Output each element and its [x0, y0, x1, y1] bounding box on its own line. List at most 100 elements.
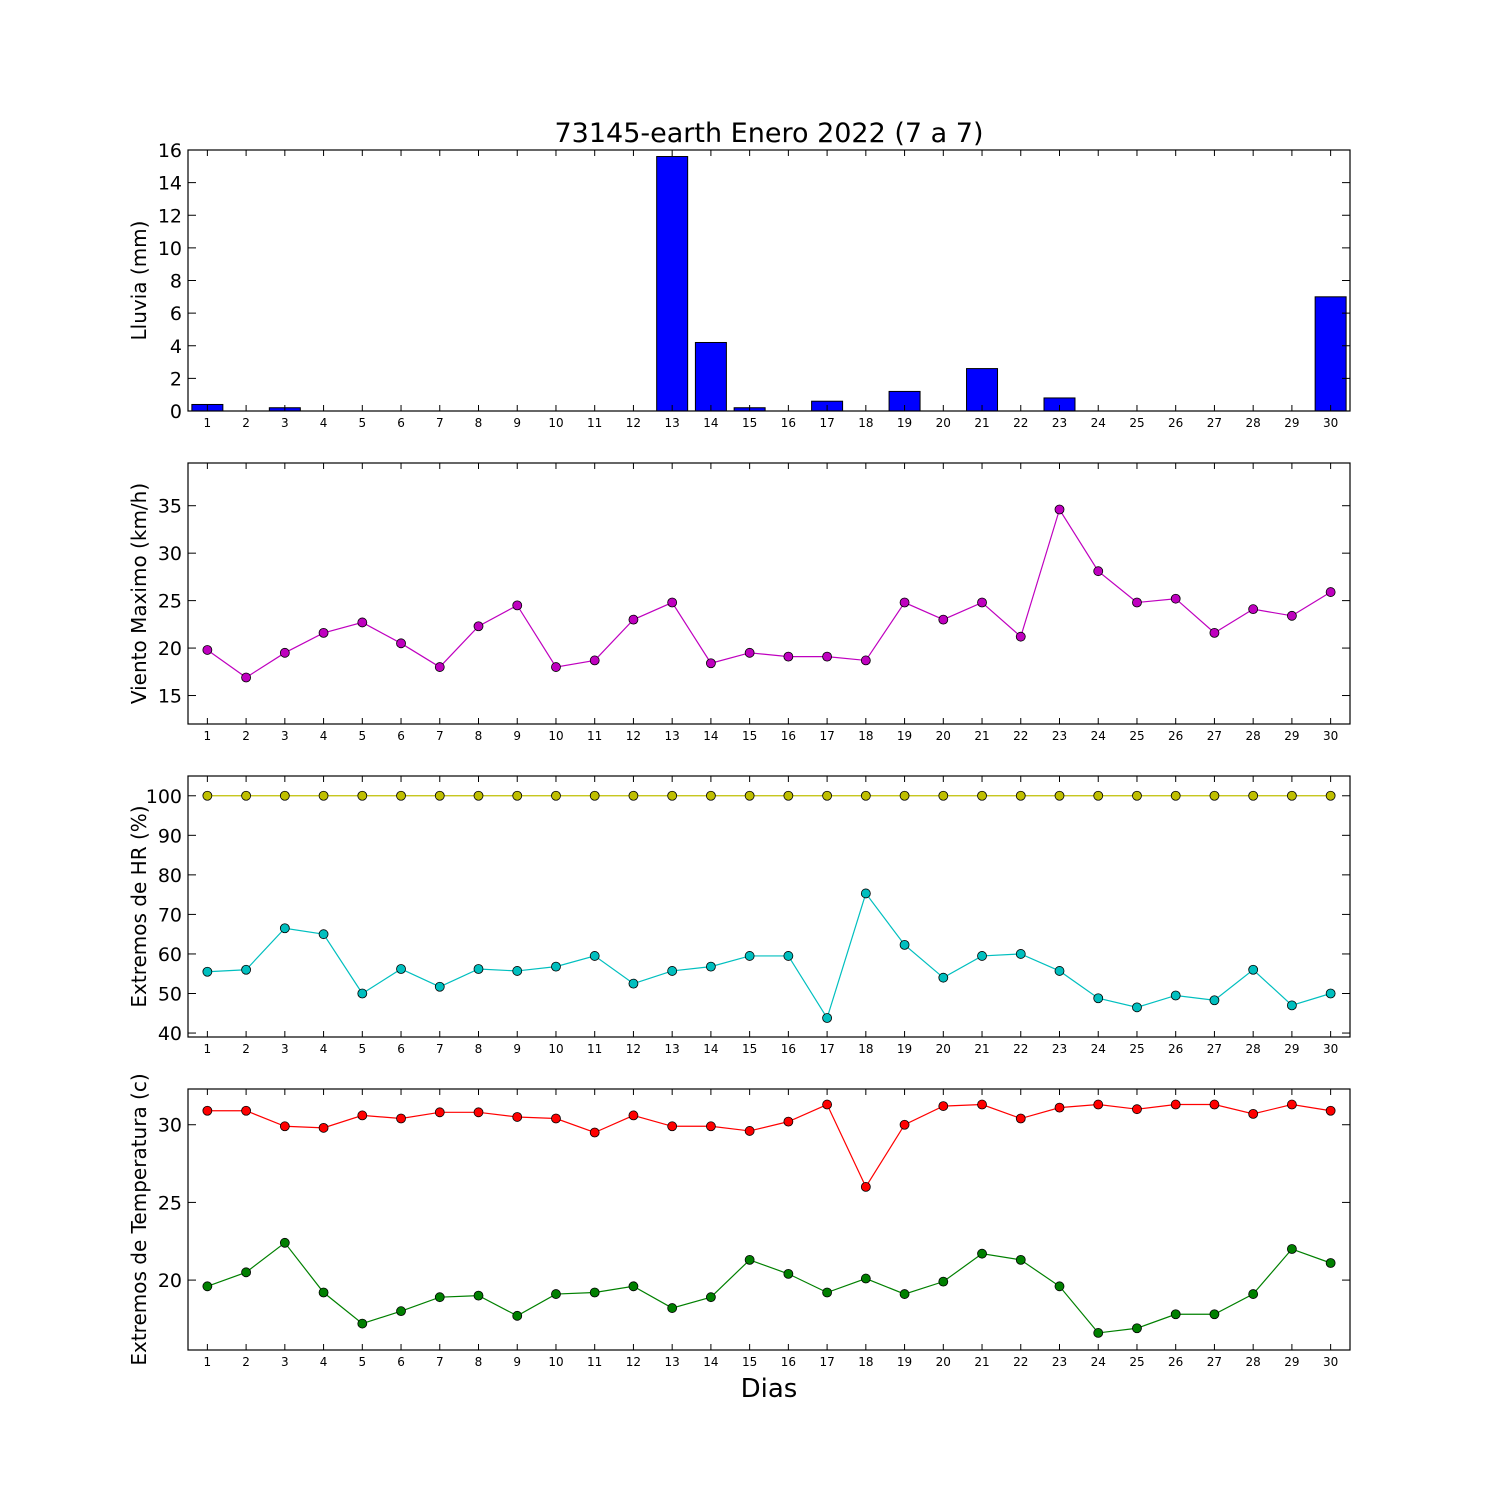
- y-tick-label: 60: [158, 944, 182, 966]
- series-1-point-day-2: [241, 790, 252, 801]
- series-1-point-day-2: [241, 672, 252, 683]
- series-2-point-day-29: [1287, 1244, 1297, 1254]
- x-tick-label: 5: [358, 729, 366, 743]
- y-tick-label: 100: [146, 786, 182, 808]
- series-2-point-day-11: [589, 951, 600, 961]
- series-2-point-day-17: [822, 1287, 832, 1298]
- rain-bar-day-21: [966, 368, 999, 412]
- series-1-point-day-7: [434, 790, 445, 801]
- series-1-point-day-20: [938, 790, 949, 801]
- series-2-point-day-28: [1248, 1289, 1259, 1299]
- x-tick-label: 10: [548, 1042, 563, 1056]
- x-tick-label: 11: [587, 1042, 602, 1056]
- series-1-point-day-17: [822, 1099, 832, 1110]
- series-2-point-day-16: [783, 951, 794, 961]
- x-tick-label: 1: [204, 729, 212, 743]
- series-2-point-day-21: [977, 1248, 987, 1259]
- series-1-point-day-1: [202, 1105, 213, 1116]
- series-2-point-day-30: [1325, 988, 1336, 999]
- series-1-point-day-8: [473, 790, 484, 801]
- x-tick-label: 30: [1323, 416, 1338, 430]
- series-1-point-day-2: [241, 1105, 252, 1116]
- series-1-point-day-21: [977, 1099, 987, 1110]
- x-tick-label: 20: [936, 416, 951, 430]
- x-tick-label: 25: [1129, 729, 1144, 743]
- x-tick-label: 15: [742, 1042, 757, 1056]
- series-2-point-day-24: [1093, 1328, 1104, 1338]
- x-tick-label: 19: [897, 1042, 912, 1056]
- x-tick-label: 7: [436, 729, 444, 743]
- x-tick-label: 25: [1129, 416, 1144, 430]
- x-tick-label: 29: [1284, 416, 1299, 430]
- series-2-point-day-19: [899, 1289, 910, 1299]
- x-tick-label: 13: [665, 729, 680, 743]
- y-tick-label: 0: [170, 401, 182, 423]
- x-tick-label: 16: [781, 729, 796, 743]
- series-2-point-day-19: [899, 939, 910, 950]
- x-tick-label: 16: [781, 1042, 796, 1056]
- x-tick-label: 11: [587, 729, 602, 743]
- series-1-point-day-29: [1287, 1099, 1297, 1110]
- series-1-point-day-30: [1325, 587, 1336, 597]
- x-tick-label: 26: [1168, 416, 1183, 430]
- y-tick-label: 15: [158, 686, 182, 708]
- series-2-point-day-23: [1054, 1281, 1065, 1292]
- series-1-point-day-25: [1132, 1104, 1142, 1115]
- series-2-point-day-20: [938, 972, 949, 983]
- x-tick-label: 4: [320, 416, 328, 430]
- series-1-point-day-19: [899, 597, 910, 608]
- series-1-point-day-10: [551, 1113, 561, 1124]
- series-1-point-day-18: [860, 1181, 871, 1192]
- series-1-point-day-23: [1054, 1102, 1065, 1113]
- x-tick-label: 5: [358, 416, 366, 430]
- series-1-point-day-5: [357, 617, 368, 628]
- x-tick-label: 9: [513, 729, 521, 743]
- y-axis-label: Extremos de HR (%): [127, 805, 151, 1007]
- rain-bar-day-30: [1314, 296, 1347, 412]
- x-tick-label: 1: [204, 1042, 212, 1056]
- series-2-point-day-22: [1015, 1254, 1026, 1265]
- x-tick-label: 26: [1168, 729, 1183, 743]
- series-1-point-day-4: [318, 627, 329, 638]
- series-1-point-day-6: [396, 1113, 406, 1124]
- x-axis-label: Dias: [741, 1374, 798, 1404]
- x-tick-label: 26: [1168, 1042, 1183, 1056]
- series-2-point-day-17: [822, 1013, 832, 1023]
- x-tick-label: 29: [1284, 729, 1299, 743]
- series-2-point-day-15: [744, 951, 755, 961]
- series-1-point-day-10: [551, 662, 561, 672]
- series-1-point-day-6: [396, 638, 406, 649]
- x-tick-label: 23: [1052, 729, 1067, 743]
- series-1-point-day-26: [1170, 593, 1181, 604]
- x-tick-label: 22: [1013, 1042, 1028, 1056]
- y-tick-label: 35: [158, 496, 182, 518]
- x-tick-label: 17: [819, 729, 834, 743]
- x-tick-label: 18: [858, 729, 873, 743]
- x-tick-label: 4: [320, 1355, 328, 1369]
- x-tick-label: 28: [1246, 729, 1261, 743]
- x-tick-label: 5: [358, 1042, 366, 1056]
- series-1-point-day-24: [1093, 566, 1104, 577]
- axes-frame: [187, 775, 1351, 1038]
- x-tick-label: 9: [513, 1042, 521, 1056]
- x-tick-label: 13: [665, 1355, 680, 1369]
- x-tick-label: 24: [1091, 416, 1106, 430]
- series-1-point-day-6: [396, 790, 406, 801]
- x-tick-label: 25: [1129, 1355, 1144, 1369]
- x-tick-label: 14: [703, 1042, 718, 1056]
- x-tick-label: 6: [397, 1355, 405, 1369]
- series-1-point-day-27: [1209, 627, 1220, 638]
- y-tick-label: 25: [158, 591, 182, 613]
- series-2-point-day-27: [1209, 1309, 1220, 1320]
- y-axis-label: Viento Maximo (km/h): [127, 483, 151, 704]
- x-tick-label: 2: [242, 1042, 250, 1056]
- x-tick-label: 20: [936, 729, 951, 743]
- panel-3: 1 2 3 4 5 6 7 8 9 10 11 12 13 14 15 16 17 18 19 20 21 22 23 24 2…: [127, 775, 1351, 1056]
- x-tick-label: 27: [1207, 729, 1222, 743]
- series-2-point-day-4: [318, 1287, 329, 1298]
- x-tick-label: 9: [513, 416, 521, 430]
- series-1-point-day-3: [279, 647, 290, 658]
- axes-frame: [187, 1088, 1351, 1351]
- series-2-point-day-22: [1015, 949, 1026, 959]
- x-tick-label: 24: [1091, 1042, 1106, 1056]
